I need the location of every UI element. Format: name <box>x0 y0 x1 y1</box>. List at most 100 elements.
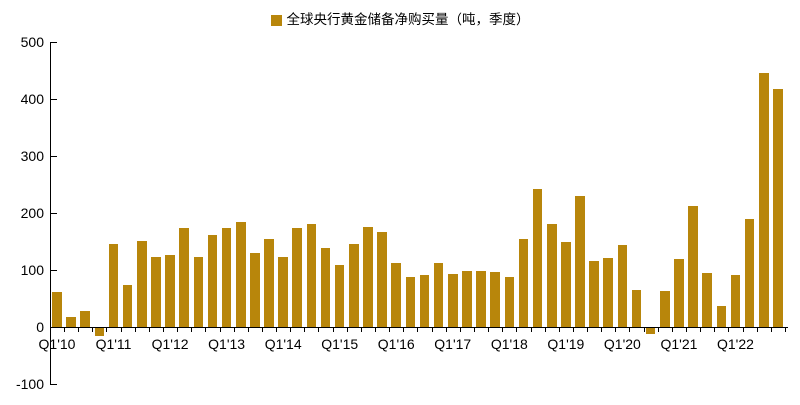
x-tick <box>332 328 334 332</box>
bar-Q4'11 <box>151 257 161 327</box>
bar-Q1'10 <box>52 291 62 327</box>
x-tick <box>431 328 433 332</box>
x-tick <box>700 328 702 332</box>
bar-Q2'17 <box>462 270 472 327</box>
bar-Q1'22 <box>730 275 741 327</box>
bar-Q2'19 <box>575 195 585 327</box>
x-axis-label-Q114: Q1'14 <box>264 336 302 352</box>
x-axis-label-Q112: Q1'12 <box>151 336 189 352</box>
x-axis-label-Q119: Q1'19 <box>547 336 585 352</box>
bar-Q1'13 <box>221 228 232 327</box>
bar-Q1'21 <box>674 259 684 327</box>
bar-Q1'14 <box>278 257 288 327</box>
bar-Q4'16 <box>433 263 444 327</box>
x-tick <box>191 328 193 332</box>
x-tick <box>587 328 589 332</box>
y-axis-label-300: 300 <box>20 148 44 164</box>
bar-Q3'17 <box>476 270 486 327</box>
bar-Q2'20 <box>631 289 642 327</box>
bar-Q4'21 <box>716 306 727 327</box>
x-axis-label-Q118: Q1'18 <box>490 336 528 352</box>
x-tick <box>403 328 405 332</box>
x-axis-label-Q121: Q1'21 <box>660 336 698 352</box>
y-axis-label-200: 200 <box>20 205 44 221</box>
bar-Q4'22 <box>773 88 783 327</box>
x-axis-line <box>50 327 788 328</box>
bar-Q3'10 <box>80 311 91 327</box>
x-tick <box>756 328 758 332</box>
x-tick <box>120 328 122 332</box>
bar-Q2'21 <box>688 206 698 327</box>
x-tick <box>601 328 603 332</box>
bar-Q2'13 <box>235 222 246 327</box>
x-tick <box>163 328 164 332</box>
bar-Q3'22 <box>758 73 769 327</box>
bar-Q3'20 <box>645 328 656 334</box>
bar-Q3'21 <box>702 272 712 327</box>
y-axis-label--100: -100 <box>15 376 44 392</box>
bar-Q2'16 <box>405 277 416 327</box>
x-tick <box>572 328 574 332</box>
x-tick <box>375 328 377 332</box>
y-tick-0 <box>50 327 57 328</box>
x-tick <box>714 328 716 332</box>
y-axis-label-500: 500 <box>20 34 44 50</box>
bar-Q2'15 <box>349 244 359 327</box>
bar-Q2'22 <box>744 219 755 327</box>
x-axis-label-Q110: Q1'10 <box>38 336 76 352</box>
x-axis-label-Q117: Q1'17 <box>434 336 472 352</box>
legend-label: 全球央行黄金储备净购买量（吨，季度） <box>286 12 530 27</box>
y-tick-400 <box>50 99 57 100</box>
x-tick <box>389 328 391 332</box>
x-tick <box>177 328 179 332</box>
bar-Q2'12 <box>179 228 189 327</box>
y-axis-label-0: 0 <box>36 319 44 335</box>
y-tick-500 <box>50 42 57 43</box>
x-tick <box>134 328 136 332</box>
x-tick <box>346 328 348 332</box>
legend: 全球央行黄金储备净购买量（吨，季度） <box>0 12 800 28</box>
x-axis-label-Q122: Q1'22 <box>717 336 754 352</box>
x-tick <box>360 328 362 332</box>
x-tick <box>106 328 108 332</box>
x-tick <box>261 328 263 332</box>
bar-Q2'18 <box>518 238 529 327</box>
bar-Q4'19 <box>603 258 614 327</box>
x-tick <box>247 328 249 332</box>
x-tick <box>445 328 447 332</box>
bar-Q1'15 <box>334 264 345 327</box>
x-tick <box>318 328 320 332</box>
x-axis-label-Q116: Q1'16 <box>377 336 415 352</box>
x-tick <box>276 328 278 332</box>
y-tick-100 <box>50 270 57 271</box>
bar-Q3'13 <box>250 252 260 327</box>
x-tick <box>417 328 419 332</box>
x-tick <box>219 328 221 332</box>
bar-Q4'14 <box>320 248 331 327</box>
legend-marker-icon <box>270 14 282 26</box>
x-tick <box>728 328 730 332</box>
y-axis-label-400: 400 <box>20 91 44 107</box>
bar-Q3'15 <box>363 226 373 327</box>
x-axis-label-Q111: Q1'11 <box>95 336 132 352</box>
bar-Q3'16 <box>419 274 430 327</box>
bar-Q3'12 <box>193 257 204 327</box>
x-axis-label-Q120: Q1'20 <box>603 336 641 352</box>
x-tick <box>205 328 207 332</box>
x-tick <box>770 328 772 332</box>
x-tick <box>629 328 631 332</box>
x-tick <box>473 328 475 332</box>
y-tick-200 <box>50 213 57 214</box>
x-tick <box>671 328 673 332</box>
y-tick--100 <box>50 384 57 385</box>
bar-Q1'20 <box>617 245 628 327</box>
bar-Q3'11 <box>137 240 147 327</box>
bar-Q3'14 <box>306 224 317 327</box>
bar-Q4'17 <box>490 271 500 327</box>
bar-Q4'10 <box>94 328 105 336</box>
x-tick <box>290 328 292 332</box>
x-tick <box>304 328 306 332</box>
x-tick <box>544 328 546 332</box>
x-tick <box>516 328 518 332</box>
bar-Q4'18 <box>546 223 557 327</box>
